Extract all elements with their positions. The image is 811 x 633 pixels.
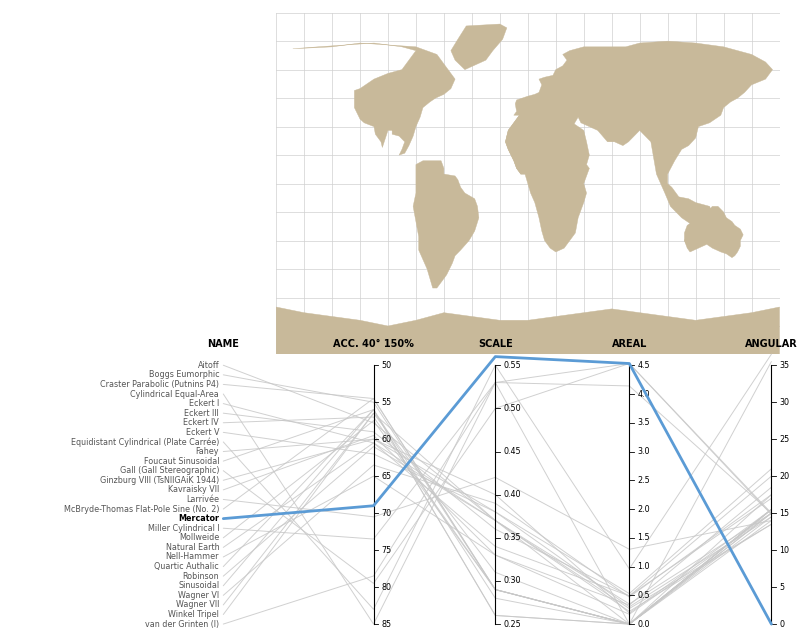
Polygon shape: [504, 113, 589, 252]
Text: Wagner VII: Wagner VII: [176, 601, 219, 610]
Text: 35: 35: [779, 361, 788, 370]
Text: Eckert III: Eckert III: [184, 409, 219, 418]
Text: Boggs Eumorphic: Boggs Eumorphic: [148, 370, 219, 379]
Text: 80: 80: [381, 582, 391, 592]
Text: Eckert IV: Eckert IV: [183, 418, 219, 427]
Polygon shape: [450, 24, 506, 70]
Text: 65: 65: [381, 472, 391, 480]
Text: Mercator: Mercator: [178, 514, 219, 523]
Text: 25: 25: [779, 435, 789, 444]
Text: 20: 20: [779, 472, 788, 480]
Polygon shape: [293, 43, 454, 155]
Text: 0.50: 0.50: [503, 404, 521, 413]
Text: 4.0: 4.0: [637, 389, 649, 399]
Text: Eckert V: Eckert V: [186, 428, 219, 437]
Text: 0.5: 0.5: [637, 591, 650, 600]
Polygon shape: [504, 41, 771, 250]
Text: Craster Parabolic (Putnins P4): Craster Parabolic (Putnins P4): [100, 380, 219, 389]
Text: McBryde-Thomas Flat-Pole Sine (No. 2): McBryde-Thomas Flat-Pole Sine (No. 2): [63, 505, 219, 513]
Text: Mollweide: Mollweide: [178, 533, 219, 542]
Text: 55: 55: [381, 398, 392, 407]
Text: 10: 10: [779, 546, 788, 555]
Text: 30: 30: [779, 398, 788, 407]
Text: Natural Earth: Natural Earth: [165, 543, 219, 552]
Text: Larrivée: Larrivée: [186, 495, 219, 504]
Text: 0.25: 0.25: [503, 620, 521, 629]
Text: 75: 75: [381, 546, 392, 555]
Polygon shape: [276, 307, 779, 354]
Text: van der Grinten (I): van der Grinten (I): [145, 620, 219, 629]
Text: 2.0: 2.0: [637, 505, 650, 513]
Text: Eckert I: Eckert I: [189, 399, 219, 408]
Text: 0.0: 0.0: [637, 620, 649, 629]
Text: Foucaut Sinusoidal: Foucaut Sinusoidal: [144, 456, 219, 466]
Text: 5: 5: [779, 582, 783, 592]
Text: 85: 85: [381, 620, 391, 629]
Text: 0: 0: [779, 620, 783, 629]
Text: Cylindrical Equal-Area: Cylindrical Equal-Area: [131, 389, 219, 399]
Text: 4.5: 4.5: [637, 361, 650, 370]
Text: NAME: NAME: [207, 339, 239, 349]
Polygon shape: [684, 206, 742, 258]
Text: Gall (Gall Stereographic): Gall (Gall Stereographic): [119, 466, 219, 475]
Text: 15: 15: [779, 509, 788, 518]
Text: 50: 50: [381, 361, 391, 370]
Text: Aitoff: Aitoff: [197, 361, 219, 370]
Text: 60: 60: [381, 435, 391, 444]
Text: Winkel Tripel: Winkel Tripel: [168, 610, 219, 619]
Text: Miller Cylindrical I: Miller Cylindrical I: [148, 523, 219, 533]
Text: 70: 70: [381, 509, 391, 518]
Text: Sinusoidal: Sinusoidal: [178, 581, 219, 590]
Text: 2.5: 2.5: [637, 476, 650, 485]
Text: 0.55: 0.55: [503, 361, 521, 370]
Text: ACC. 40° 150%: ACC. 40° 150%: [333, 339, 414, 349]
Text: 0.35: 0.35: [503, 533, 521, 542]
Text: Ginzburg VIII (TsNIIGAiK 1944): Ginzburg VIII (TsNIIGAiK 1944): [100, 476, 219, 485]
Text: Equidistant Cylindrical (Plate Carrée): Equidistant Cylindrical (Plate Carrée): [71, 437, 219, 447]
Text: SCALE: SCALE: [478, 339, 512, 349]
Text: 3.5: 3.5: [637, 418, 650, 427]
Text: 0.45: 0.45: [503, 447, 521, 456]
Text: Nell-Hammer: Nell-Hammer: [165, 553, 219, 561]
Polygon shape: [413, 161, 478, 288]
Text: Quartic Authalic: Quartic Authalic: [154, 562, 219, 571]
Text: Robinson: Robinson: [182, 572, 219, 580]
Text: AREAL: AREAL: [611, 339, 646, 349]
Text: Fahey: Fahey: [195, 447, 219, 456]
Text: 0.40: 0.40: [503, 490, 521, 499]
Text: Wagner VI: Wagner VI: [178, 591, 219, 600]
Text: 0.30: 0.30: [503, 577, 521, 586]
Text: ANGULAR: ANGULAR: [744, 339, 796, 349]
Text: 3.0: 3.0: [637, 447, 649, 456]
Text: Kavraisky VII: Kavraisky VII: [168, 486, 219, 494]
Text: 1.5: 1.5: [637, 533, 650, 542]
Text: 1.0: 1.0: [637, 562, 649, 571]
